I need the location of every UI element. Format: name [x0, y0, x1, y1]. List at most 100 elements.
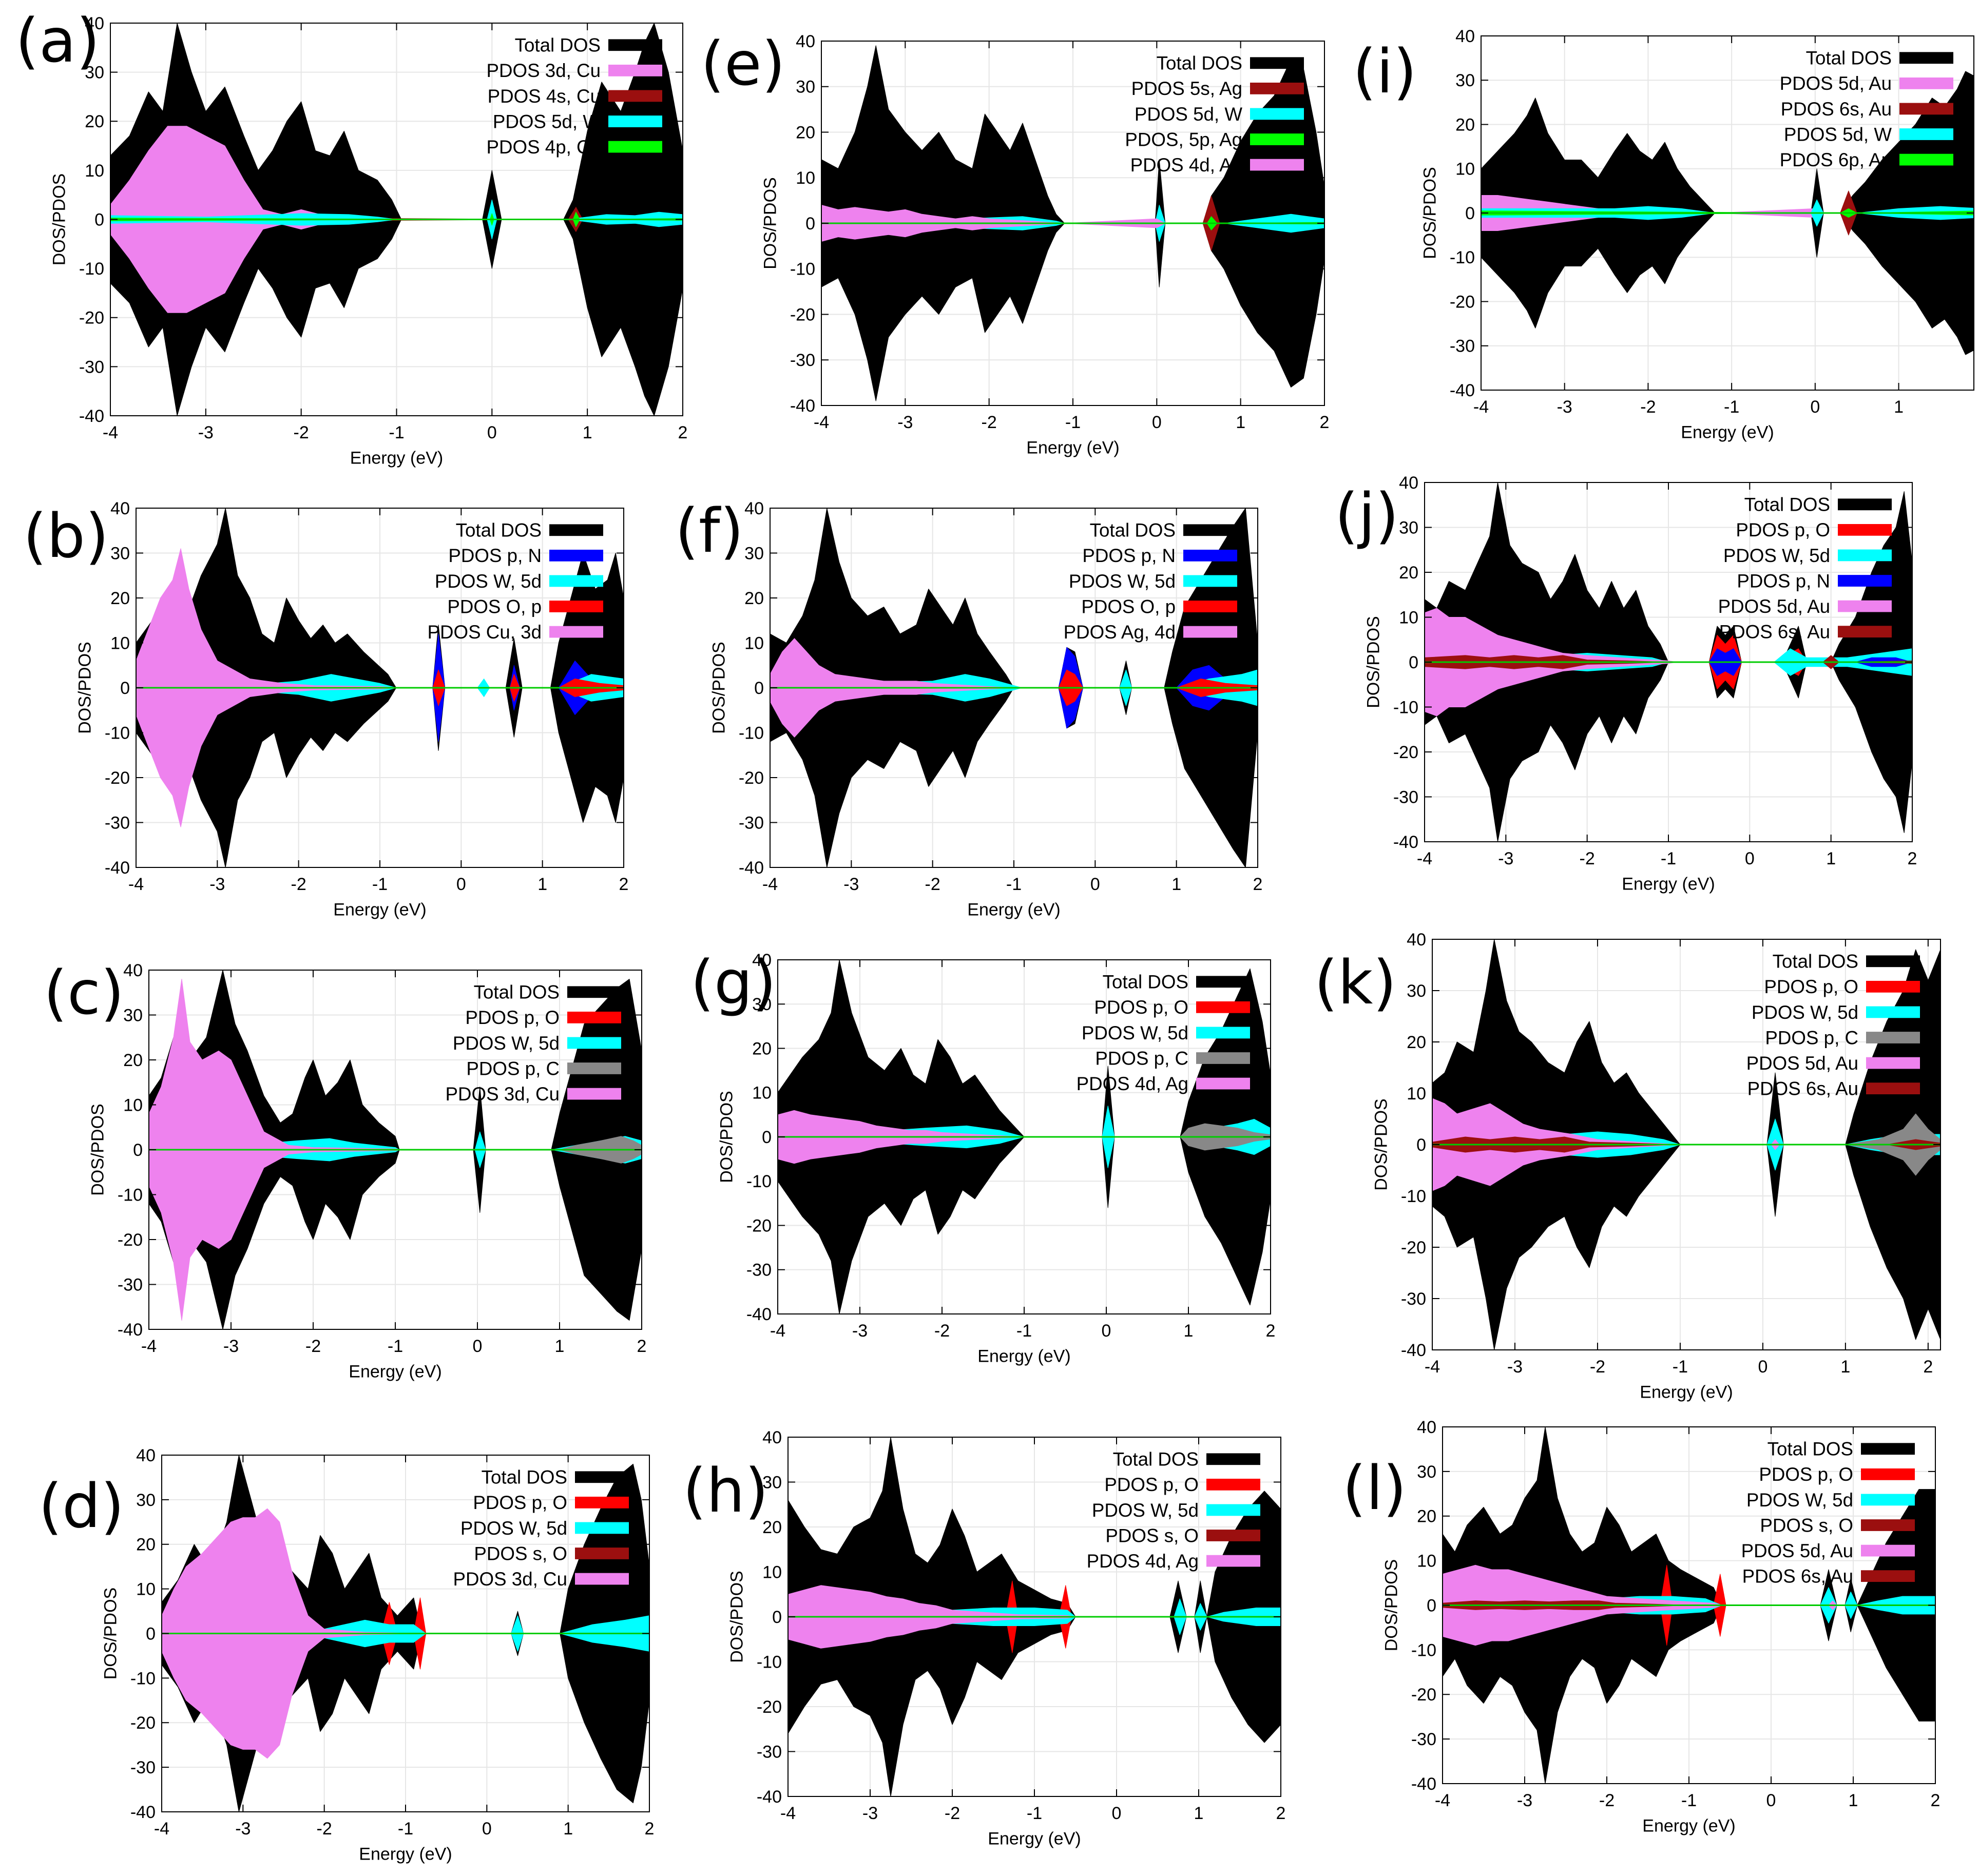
x-tick-label: -2 [945, 1804, 960, 1823]
y-tick-label: 10 [110, 633, 130, 653]
series-area-pdos-p-c [778, 1123, 1271, 1151]
legend-label: PDOS 4s, Cu [488, 86, 601, 107]
y-axis-label: DOS/PDOS [1382, 1559, 1401, 1651]
x-tick-label: 0 [1745, 849, 1755, 868]
x-axis-label: Energy (eV) [967, 900, 1060, 920]
legend-swatch [1183, 524, 1237, 536]
panel-label: (g) [690, 947, 776, 1018]
legend-swatch [1861, 1494, 1915, 1506]
y-tick-label: -40 [130, 1803, 156, 1822]
legend-label: PDOS 6p, Au [1780, 149, 1892, 170]
legend-label: PDOS 5d, W [493, 111, 601, 132]
legend-label: Total DOS [1090, 520, 1176, 541]
legend-swatch [1196, 976, 1250, 988]
y-tick-label: 0 [1427, 1596, 1436, 1615]
legend-label: PDOS 4p, Cu [487, 137, 601, 158]
x-tick-label: -1 [398, 1819, 413, 1839]
legend-label: PDOS 4d, Ag [1077, 1073, 1188, 1094]
x-tick-label: 2 [1320, 413, 1330, 432]
legend-swatch [608, 64, 662, 76]
legend-swatch [1206, 1504, 1260, 1516]
legend-label: PDOS O, p [1081, 596, 1176, 617]
legend-label: PDOS W, 5d [453, 1033, 560, 1054]
y-tick-label: 20 [1407, 1033, 1426, 1052]
y-tick-label: 30 [796, 78, 815, 97]
x-tick-label: 0 [1102, 1321, 1111, 1341]
legend-label: PDOS O, p [447, 596, 542, 617]
series-layer [149, 970, 642, 1329]
legend-swatch [1838, 549, 1892, 562]
y-tick-label: 20 [110, 589, 130, 608]
legend-label: PDOS p, O [1104, 1474, 1199, 1495]
y-tick-label: 30 [123, 1005, 143, 1025]
legend-label: Total DOS [1767, 1439, 1853, 1460]
legend-swatch [1250, 133, 1304, 145]
legend-label: PDOS 6s, Au [1719, 621, 1830, 642]
y-tick-label: -10 [79, 259, 104, 279]
panel-label: (k) [1314, 947, 1396, 1018]
y-tick-label: -30 [1401, 1289, 1426, 1309]
x-tick-label: 1 [1194, 1804, 1204, 1823]
legend-swatch [575, 1496, 629, 1508]
x-tick-label: 0 [1810, 397, 1820, 417]
y-tick-label: -30 [746, 1261, 772, 1280]
legend-swatch [567, 1062, 621, 1074]
legend-swatch [1196, 1052, 1250, 1064]
y-tick-label: 30 [1399, 518, 1418, 537]
y-tick-label: -20 [1450, 292, 1475, 312]
legend-label: PDOS p, O [1736, 519, 1830, 540]
y-axis-label: DOS/PDOS [1420, 167, 1440, 259]
x-tick-label: -2 [934, 1321, 950, 1341]
y-axis-label: DOS/PDOS [101, 1588, 121, 1679]
y-tick-label: -20 [790, 305, 815, 324]
legend-swatch [1183, 575, 1237, 587]
y-tick-label: -10 [1411, 1640, 1436, 1660]
legend-swatch [575, 1471, 629, 1483]
y-tick-label: 40 [1417, 1418, 1436, 1437]
legend-label: PDOS p, N [448, 545, 542, 566]
y-tick-label: -30 [105, 813, 130, 833]
y-tick-label: -20 [130, 1713, 156, 1733]
x-tick-label: -1 [389, 423, 404, 442]
x-tick-label: -2 [291, 875, 306, 894]
legend-swatch [1866, 1032, 1920, 1043]
x-tick-label: -1 [388, 1337, 403, 1356]
y-tick-label: -30 [757, 1742, 782, 1762]
legend-swatch [1866, 955, 1920, 968]
y-axis-label: DOS/PDOS [1372, 1098, 1391, 1190]
x-tick-label: -3 [235, 1819, 251, 1839]
x-tick-label: -3 [1498, 849, 1513, 868]
legend-label: Total DOS [1744, 494, 1830, 515]
legend-swatch [575, 1573, 629, 1585]
x-tick-label: -3 [1517, 1791, 1532, 1810]
x-tick-label: -1 [1006, 875, 1022, 894]
y-tick-label: 40 [85, 14, 104, 33]
series-layer [1425, 482, 1912, 842]
y-tick-label: -20 [1393, 743, 1418, 762]
y-tick-label: -20 [79, 308, 104, 328]
y-tick-label: -40 [105, 858, 130, 878]
legend-label: PDOS 6s, Au [1742, 1565, 1853, 1587]
y-tick-label: -20 [105, 768, 130, 788]
y-tick-label: 30 [136, 1491, 156, 1510]
series-layer [110, 23, 683, 416]
x-axis-label: Energy (eV) [1026, 438, 1119, 458]
x-tick-label: -4 [141, 1337, 157, 1356]
legend-label: PDOS 3d, Cu [453, 1569, 567, 1590]
legend-label: Total DOS [474, 982, 560, 1003]
legend-swatch [608, 141, 662, 153]
x-tick-label: 2 [1253, 875, 1263, 894]
series-area-pdos-p-o [1443, 1564, 1935, 1646]
y-tick-label: 30 [762, 1473, 782, 1492]
x-tick-label: -4 [762, 875, 778, 894]
legend-label: Total DOS [1157, 53, 1242, 74]
panel-label: (a) [15, 5, 100, 76]
y-tick-label: 20 [85, 112, 104, 131]
legend-swatch [1250, 108, 1304, 120]
y-tick-label: -20 [757, 1697, 782, 1717]
x-tick-label: -3 [209, 875, 225, 894]
y-tick-label: 10 [85, 161, 104, 181]
y-tick-label: -20 [739, 768, 764, 788]
